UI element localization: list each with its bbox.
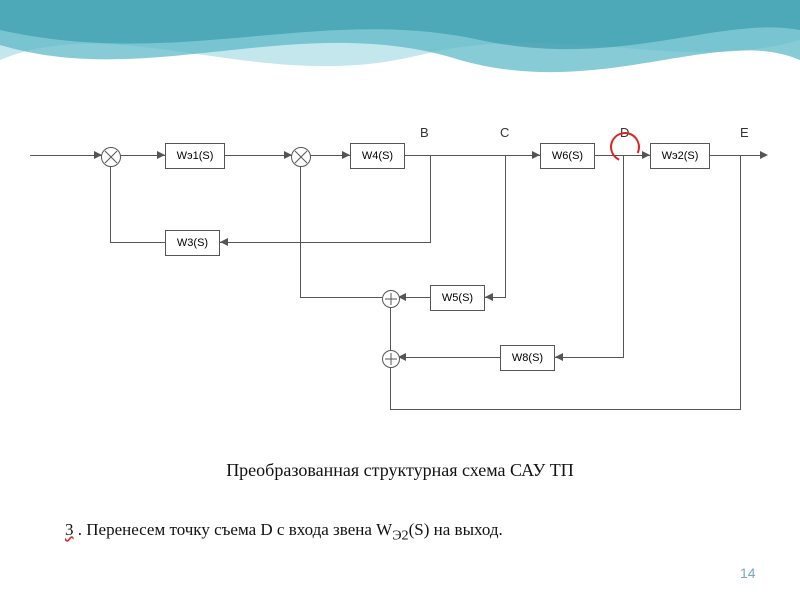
- block-W6: W6(S): [540, 143, 595, 169]
- block-W8: W8(S): [500, 345, 555, 371]
- page-number-text: 14: [740, 565, 756, 581]
- step-sub: Э2: [392, 527, 408, 543]
- block-label: Wэ1(S): [177, 150, 214, 162]
- point-C: C: [500, 125, 509, 140]
- fbW8-downD: [623, 156, 624, 358]
- step-text: 3 . Перенесем точку съема D с входа звен…: [65, 520, 503, 544]
- fbE-up: [390, 366, 391, 410]
- arrow-into-w5: [485, 293, 493, 301]
- arrow-into-w6: [532, 151, 540, 159]
- block-diagram: Wэ1(S) W4(S) W6(S) Wэ2(S) W3(S) W5(S) W8…: [0, 110, 800, 450]
- block-W4: W4(S): [350, 143, 405, 169]
- sum-s1: [101, 147, 121, 167]
- wave-header: [0, 0, 800, 110]
- block-label: W4(S): [362, 150, 393, 162]
- sum-s2: [291, 147, 311, 167]
- step-prefix: 3: [65, 520, 74, 539]
- d-highlight-circle: [606, 128, 644, 166]
- slide-page: Wэ1(S) W4(S) W6(S) Wэ2(S) W3(S) W5(S) W8…: [0, 0, 800, 600]
- block-W31: Wэ1(S): [165, 143, 225, 169]
- fbW3-down: [430, 156, 431, 243]
- step-body: Перенесем точку съема D с входа звена W: [86, 520, 392, 539]
- block-label: W5(S): [442, 292, 473, 304]
- arrow-into-w3: [220, 238, 228, 246]
- sum-s3: [382, 290, 400, 308]
- caption-text: Преобразованная структурная схема САУ ТП: [226, 460, 574, 480]
- block-label: Wэ2(S): [662, 150, 699, 162]
- s4-to-s3: [390, 306, 391, 350]
- point-E: E: [740, 125, 749, 140]
- fbW3-h2: [110, 242, 165, 243]
- fbE-down: [740, 156, 741, 410]
- page-number: 14: [740, 565, 756, 581]
- pt-label-text: E: [740, 125, 749, 140]
- block-label: W6(S): [552, 150, 583, 162]
- arrow-into-w8: [555, 353, 563, 361]
- point-B: B: [420, 125, 429, 140]
- arrow-into-w4: [342, 151, 350, 159]
- block-W5: W5(S): [430, 285, 485, 311]
- diagram-caption: Преобразованная структурная схема САУ ТП: [0, 460, 800, 481]
- output-arrow: [760, 151, 768, 159]
- fbW8-h: [555, 357, 623, 358]
- s3-to-s2-h: [300, 297, 382, 298]
- fbW5-downC: [505, 156, 506, 298]
- block-label: W8(S): [512, 352, 543, 364]
- s3-to-s2-v: [300, 165, 301, 298]
- pt-label-text: B: [420, 125, 429, 140]
- fbW3-h: [220, 242, 430, 243]
- sum-s4: [382, 350, 400, 368]
- step-tail: (S) на выход.: [409, 520, 503, 539]
- pt-label-text: C: [500, 125, 509, 140]
- block-label: W3(S): [177, 237, 208, 249]
- fbW3-up: [110, 165, 111, 243]
- fbW8-h2: [398, 357, 500, 358]
- block-W32: Wэ2(S): [650, 143, 710, 169]
- fbE-h: [390, 409, 740, 410]
- arrow-into-w32: [642, 151, 650, 159]
- arrow-into-w31: [157, 151, 165, 159]
- block-W3: W3(S): [165, 230, 220, 256]
